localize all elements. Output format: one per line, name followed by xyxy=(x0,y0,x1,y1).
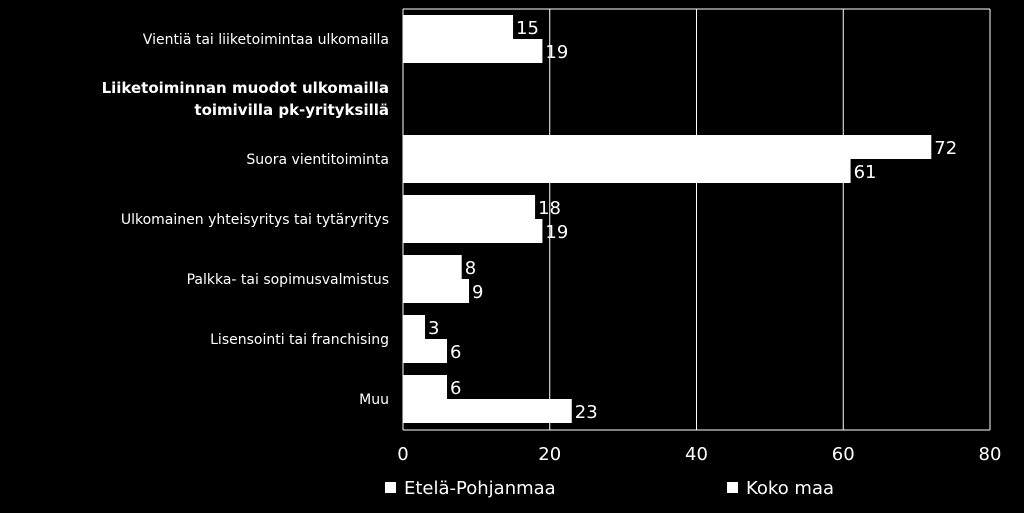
category-label: Suora vientitoiminta xyxy=(246,152,389,168)
bar-koko-maa xyxy=(403,399,572,423)
data-label: 8 xyxy=(465,258,476,279)
legend-swatch xyxy=(727,482,738,493)
data-label: 61 xyxy=(854,162,877,183)
bar-etela-pohjanmaa xyxy=(403,15,514,39)
x-tick-label: 80 xyxy=(979,444,1002,465)
x-tick-label: 60 xyxy=(832,444,855,465)
bar-koko-maa xyxy=(403,159,851,183)
x-axis-ticks: 0 20 40 60 80 xyxy=(397,444,1001,465)
bar-koko-maa xyxy=(403,39,543,63)
x-tick-label: 0 xyxy=(397,444,408,465)
legend-label: Koko maa xyxy=(746,478,834,499)
data-label: 18 xyxy=(538,198,561,219)
data-label: 19 xyxy=(545,42,568,63)
data-label: 15 xyxy=(516,18,539,39)
category-labels: Vientiä tai liiketoimintaa ulkomailla Lii… xyxy=(102,32,389,408)
category-label: Ulkomainen yhteisyritys tai tytäryritys xyxy=(121,212,389,228)
data-label: 6 xyxy=(450,342,461,363)
gridlines xyxy=(402,8,991,431)
bar-etela-pohjanmaa xyxy=(403,315,426,339)
legend: Etelä-Pohjanmaa Koko maa xyxy=(385,478,834,499)
data-label: 19 xyxy=(545,222,568,243)
category-label: Lisensointi tai franchising xyxy=(210,332,389,348)
group-heading-label: toimivilla pk-yrityksillä xyxy=(194,101,389,119)
category-label: Palkka- tai sopimusvalmistus xyxy=(187,272,389,288)
category-label: Muu xyxy=(359,392,389,408)
x-tick-label: 20 xyxy=(538,444,561,465)
legend-swatch xyxy=(385,482,396,493)
x-tick-label: 40 xyxy=(685,444,708,465)
bar-koko-maa xyxy=(403,339,448,363)
bar-koko-maa xyxy=(403,279,470,303)
legend-label: Etelä-Pohjanmaa xyxy=(404,478,556,499)
data-label: 6 xyxy=(450,378,461,399)
bar-koko-maa xyxy=(403,219,543,243)
data-label: 23 xyxy=(575,402,598,423)
bar-etela-pohjanmaa xyxy=(403,135,932,159)
bar-etela-pohjanmaa xyxy=(403,375,448,399)
category-label: Vientiä tai liiketoimintaa ulkomailla xyxy=(143,32,389,48)
group-heading-label: Liiketoiminnan muodot ulkomailla xyxy=(102,79,389,97)
data-label: 9 xyxy=(472,282,483,303)
data-label: 3 xyxy=(428,318,439,339)
bar-etela-pohjanmaa xyxy=(403,195,536,219)
data-label: 72 xyxy=(934,138,957,159)
bar-etela-pohjanmaa xyxy=(403,255,462,279)
